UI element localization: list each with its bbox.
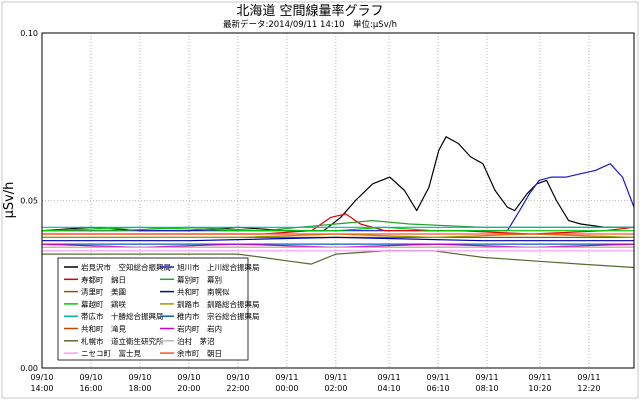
- x-tick-label-time: 08:10: [476, 384, 499, 393]
- x-tick-label-date: 09/10: [226, 373, 249, 382]
- x-tick-label-time: 04:10: [378, 384, 401, 393]
- legend-entry-label: 泊村 茅沼: [177, 336, 215, 346]
- x-tick-label-time: 00:00: [275, 384, 298, 393]
- x-tick-label-time: 12:20: [577, 384, 600, 393]
- series-line: [42, 236, 634, 242]
- legend-entry-label: 清里町 美園: [81, 287, 126, 297]
- legend-entry-label: 釧路市 釧路総合振興局: [177, 299, 260, 309]
- axes: 09/10 14:00 09/10 16:00 09/10 18:00 09/10 20:00…: [20, 29, 635, 393]
- x-tick-label-date: 09/11: [476, 373, 499, 382]
- x-tick-label-date: 09/11: [275, 373, 298, 382]
- y-tick-label: 0.00: [20, 364, 38, 373]
- x-tick-label-date: 09/10: [177, 373, 200, 382]
- legend-box: [57, 257, 249, 361]
- legend-entry-label: 稚内市 宗谷総合振興局: [177, 311, 260, 321]
- x-tick-label-date: 09/11: [577, 373, 600, 382]
- x-tick-label-time: 22:00: [226, 384, 249, 393]
- legend-entry-label: 旭川市 上川総合振興局: [177, 262, 260, 272]
- plot-area-border: [41, 32, 635, 369]
- x-tick-label-date: 09/10: [128, 373, 151, 382]
- x-tick-label-time: 02:00: [324, 384, 347, 393]
- legend-entry-label: 帯広市 十勝総合振興局: [81, 311, 164, 321]
- x-tick-label-date: 09/11: [427, 373, 450, 382]
- x-tick-label-date: 09/11: [324, 373, 347, 382]
- x-tick-label-date: 09/10: [30, 373, 53, 382]
- legend-entry-label: 幕別町 幕別: [177, 274, 222, 284]
- legend-entry-label: 幕越町 鶏咲: [81, 299, 126, 309]
- legend-entry-label: 岩内町 岩内: [177, 324, 222, 334]
- chart-title: 北海道 空間線量率グラフ: [236, 3, 383, 19]
- legend-entry-label: 岩見沢市 空知総合振興局: [81, 262, 171, 272]
- series-line: [42, 250, 635, 269]
- y-tick-label: 0.05: [20, 197, 38, 206]
- x-tick-label-date: 09/11: [528, 373, 551, 382]
- x-tick-label-date: 09/11: [378, 373, 401, 382]
- legend-entry-label: 寿都町 錦日: [81, 274, 126, 284]
- x-tick-label-time: 10:20: [528, 384, 551, 393]
- y-tick-label: 0.10: [20, 29, 38, 38]
- legend-entry-label: 共和町 南幌似: [177, 287, 230, 297]
- x-tick-label-date: 09/10: [79, 373, 102, 382]
- legend-entry-label: 余市町 朝日: [177, 348, 222, 358]
- x-tick-label-time: 14:00: [30, 384, 53, 393]
- series-layer: [41, 136, 635, 269]
- legend-entry-label: ニセコ町 富士見: [81, 348, 141, 358]
- y-axis-label: μSv/h: [2, 182, 17, 219]
- legend-entry-label: 共和町 滝見: [81, 324, 126, 334]
- x-tick-label-time: 06:10: [427, 384, 450, 393]
- legend-entry-label: 札幌市 道立衛生研究所: [81, 336, 164, 346]
- x-tick-label-time: 20:00: [177, 384, 200, 393]
- x-tick-label-time: 16:00: [79, 384, 102, 393]
- x-tick-label-time: 18:00: [128, 384, 151, 393]
- chart-subtitle: 最新データ:2014/09/11 14:10 単位:μSv/h: [223, 19, 397, 30]
